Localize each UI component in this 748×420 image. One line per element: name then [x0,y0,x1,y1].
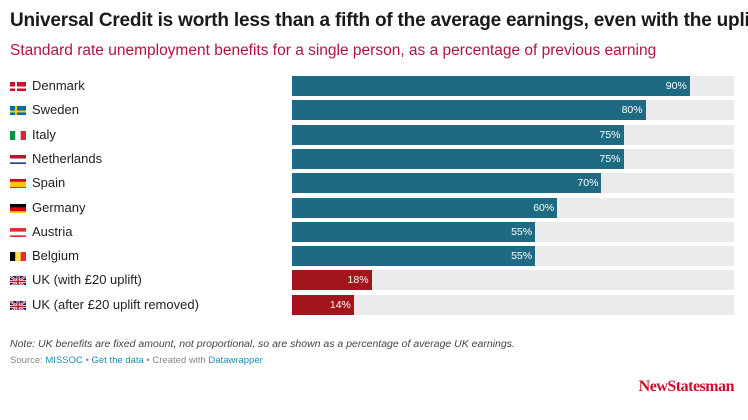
bar [292,246,536,267]
category-label: Austria [32,223,73,239]
bar-track: 55% [292,246,734,267]
bar-track: 75% [292,124,734,145]
flag-nl-icon [10,153,26,164]
source-prefix: Source: [10,355,46,366]
source-line: Source: MISSOC • Get the data • Created … [10,355,263,366]
category-label: Italy [32,126,56,142]
flag-uk-icon [10,299,26,310]
get-data-link[interactable]: Get the data [91,355,144,366]
flag-uk-icon [10,274,26,286]
bar-track: 75% [292,148,734,169]
chart-row: Austria 55% [0,221,748,242]
bar-value-label: 70% [577,177,599,190]
bar [292,76,690,96]
category-label: Sweden [32,102,79,118]
chart-row: Spain 70% [0,173,748,194]
category-label: UK (with £20 uplift) [32,272,142,288]
new-statesman-logo: NewStatesman [638,378,735,395]
flag-it-icon [10,129,26,140]
flag-at-icon [10,226,26,237]
chart-row: Sweden 80% [0,100,748,121]
bar-value-label: 55% [511,250,533,263]
chart-row: Italy 75% [0,124,748,145]
flag-be-icon [10,250,26,262]
bar [292,221,536,242]
flag-dk-icon [10,80,26,91]
bar [292,270,372,291]
chart-row: UK (after £20 uplift removed) 14% [0,294,748,315]
category-label: Spain [32,175,66,191]
bar [292,197,558,218]
bar-chart: Denmark 90% Sweden 80% Italy 75% Netherlands 75… [0,76,748,326]
category-label: Denmark [32,78,85,93]
flag-es-icon [10,177,26,189]
created-with-text: • Created with [143,355,209,366]
bar-track: 80% [292,100,734,121]
bar-value-label: 55% [511,225,533,238]
chart-row: Denmark 90% [0,76,748,96]
datawrapper-link[interactable]: Datawrapper [208,355,263,366]
bar-value-label: 18% [347,274,369,287]
bar-track: 70% [292,173,734,194]
bar-value-label: 60% [533,201,555,214]
bar-value-label: 80% [621,104,643,117]
chart-note: Note: UK benefits are fixed amount, not … [10,338,515,350]
chart-subtitle: Standard rate unemployment benefits for … [10,42,657,59]
bar [292,173,602,194]
source-link[interactable]: MISSOC [45,355,83,366]
bar [292,100,646,121]
bar-value-label: 75% [599,152,621,165]
chart-title: Universal Credit is worth less than a fi… [10,10,748,31]
bar-track: 55% [292,221,734,242]
bar [292,124,624,145]
bar-track: 18% [292,270,734,291]
chart-row: Belgium 55% [0,246,748,267]
category-label: Belgium [32,248,79,264]
bar [292,294,354,315]
source-separator: • [82,355,92,366]
flag-se-icon [10,104,26,116]
flag-de-icon [10,202,26,213]
category-label: Netherlands [32,150,103,166]
bar-track: 60% [292,197,734,218]
chart-row: Germany 60% [0,197,748,218]
category-label: UK (after £20 uplift removed) [32,296,199,312]
bar-value-label: 90% [665,80,687,92]
chart-row: UK (with £20 uplift) 18% [0,270,748,291]
bar [292,148,624,169]
bar-value-label: 75% [599,128,621,141]
bar-track: 14% [292,294,734,315]
category-label: Germany [32,199,86,215]
bar-value-label: 14% [329,298,351,311]
chart-row: Netherlands 75% [0,148,748,169]
bar-track: 90% [292,76,734,96]
